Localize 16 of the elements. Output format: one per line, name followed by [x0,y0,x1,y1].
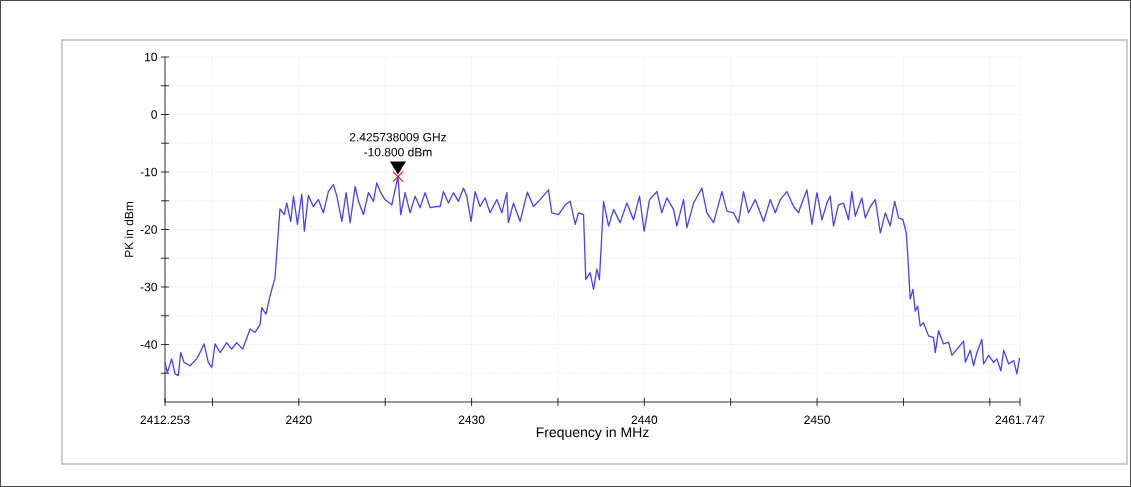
y-tick-label: -40 [140,340,158,349]
y-tick-label: 0 [151,110,158,119]
y-axis-title: PK in dBm [124,201,134,257]
y-tick-label: 10 [145,52,158,62]
annotation: 2.425738009 GHz [349,132,447,142]
x-tick-label: 2430 [458,415,485,425]
x-tick-label: 2420 [286,415,312,425]
x-tick-label: 2440 [631,415,658,425]
x-tick-label: 2450 [804,415,830,425]
x-tick-label: 2461.747 [995,415,1045,425]
annotation: -10.800 dBm [364,147,432,157]
y-tick-label: -10 [140,167,158,177]
y-tick-label: -20 [140,225,158,234]
x-tick-label: 2412.253 [140,415,190,425]
x-axis-title: Frequency in MHz [536,426,649,440]
y-tick-label: -30 [140,282,158,292]
